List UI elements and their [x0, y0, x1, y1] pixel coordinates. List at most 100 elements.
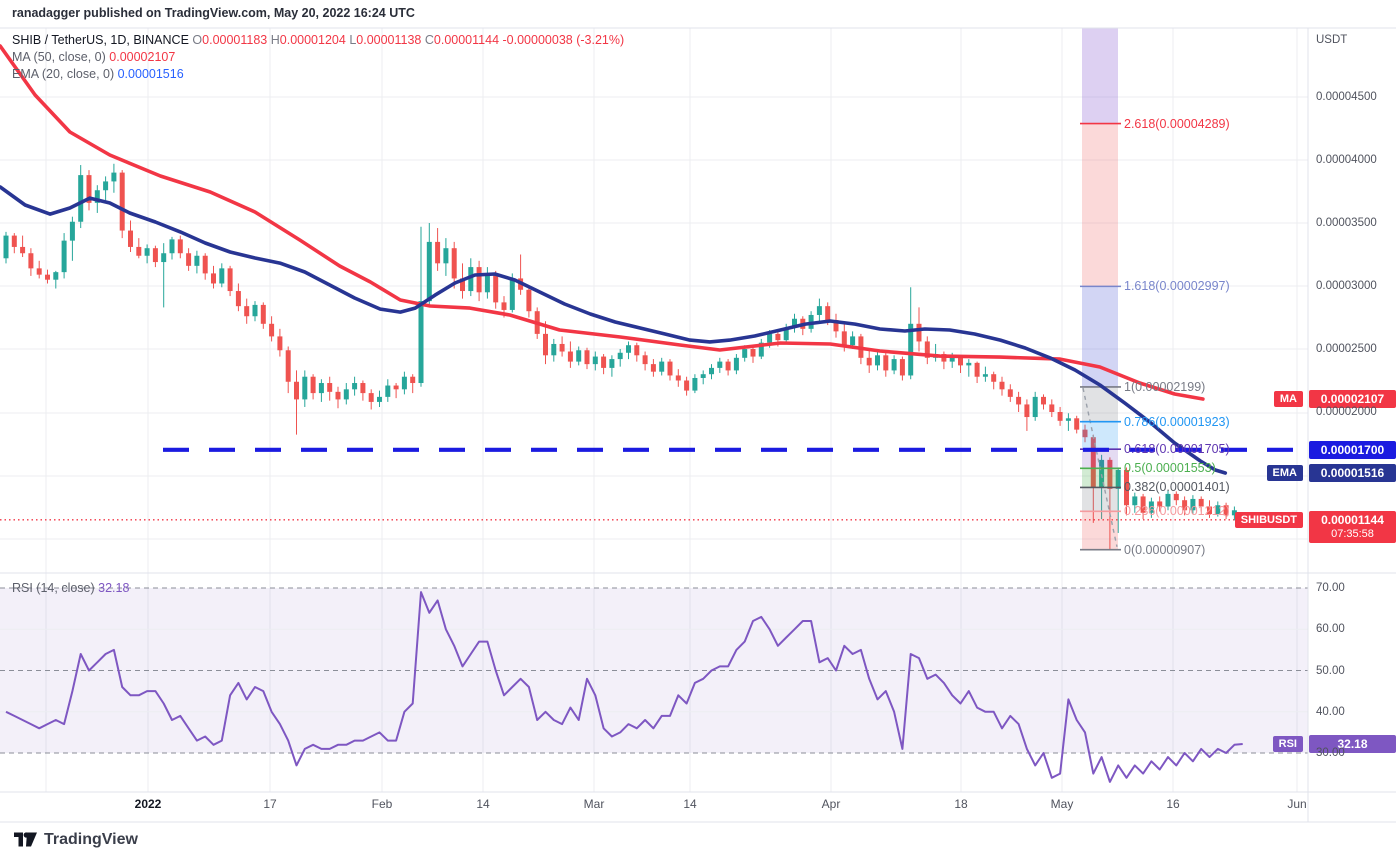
fib-level-label: 0.382(0.00001401)	[1124, 480, 1230, 495]
fib-level-label: 2.618(0.00004289)	[1124, 116, 1230, 131]
ema-pill: EMA	[1266, 464, 1303, 481]
candle-86	[717, 361, 723, 368]
candle-1	[11, 235, 17, 247]
time-axis-label: Apr	[821, 797, 841, 811]
candle-9	[78, 175, 84, 222]
open-value: 0.00001183	[202, 33, 268, 47]
candle-69	[576, 350, 582, 362]
price-axis-unit: USDT	[1316, 34, 1348, 46]
support-price-badge: 0.00001700	[1309, 440, 1396, 459]
last-price-value: 0.00001144	[1321, 512, 1384, 527]
candle-57	[476, 267, 482, 293]
high-letter: H	[270, 33, 280, 47]
candle-19	[161, 253, 167, 263]
rsi-tick-label: 50.00	[1316, 664, 1345, 677]
candle-70	[584, 350, 590, 365]
candle-13	[111, 172, 117, 182]
ema-legend-row[interactable]: EMA (20, close, 0) 0.00001516	[12, 66, 624, 83]
candle-12	[103, 181, 109, 191]
candle-23	[194, 255, 200, 266]
candle-55	[460, 278, 465, 292]
candle-14	[119, 172, 125, 231]
candle-50	[418, 301, 424, 384]
candle-136	[1132, 496, 1138, 506]
rsi-tick-label: 30.00	[1316, 747, 1345, 759]
ma-legend-row[interactable]: MA (50, close, 0) 0.00002107	[12, 49, 624, 66]
candle-104	[866, 357, 872, 366]
candle-144	[1198, 498, 1204, 507]
candle-24	[202, 255, 208, 274]
symbol-title: SHIB / TetherUS, 1D, BINANCE	[12, 33, 189, 47]
candle-120	[999, 381, 1005, 390]
symbol-row[interactable]: SHIB / TetherUS, 1D, BINANCE O0.00001183…	[12, 32, 624, 49]
candle-99	[825, 306, 831, 321]
candle-42	[352, 383, 358, 390]
price-tick-label: 0.00002500	[1316, 343, 1377, 355]
candle-3	[28, 253, 34, 269]
candle-34	[285, 350, 291, 382]
publish-header: ranadagger published on TradingView.com,…	[12, 6, 415, 20]
candle-60	[501, 302, 507, 310]
candle-130	[1082, 429, 1088, 438]
rsi-label: RSI (14, close)	[12, 581, 95, 595]
candle-117	[974, 362, 980, 377]
candle-141	[1173, 493, 1179, 501]
tradingview-logo[interactable]: TradingView	[14, 830, 138, 850]
fib-level-label: 0.618(0.00001705)	[1124, 442, 1230, 457]
candle-148	[1231, 510, 1237, 516]
candle-110	[916, 323, 922, 342]
rsi-tick-label: 60.00	[1316, 623, 1345, 636]
tradingview-logo-icon	[14, 832, 37, 847]
candle-16	[136, 246, 142, 256]
last-price-badge: 0.00001144 07:35:58	[1309, 510, 1396, 543]
candle-29	[244, 306, 250, 317]
candle-135	[1124, 469, 1129, 506]
fib-zone	[1082, 421, 1118, 450]
candle-51	[426, 241, 432, 302]
candle-31	[260, 304, 266, 324]
candle-88	[733, 357, 739, 371]
candle-127	[1057, 412, 1063, 421]
candle-65	[543, 333, 548, 356]
rsi-value-badge: 32.18	[1309, 735, 1396, 753]
fib-level-label: 0.5(0.00001553)	[1124, 461, 1216, 476]
candle-49	[410, 376, 416, 384]
fib-zone	[1082, 449, 1118, 469]
candle-107	[891, 359, 897, 371]
candle-147	[1223, 505, 1229, 516]
fib-zone	[1082, 468, 1118, 488]
ma-value: 0.00002107	[109, 50, 176, 64]
candle-83	[692, 377, 698, 391]
candle-39	[327, 383, 333, 392]
candle-33	[277, 336, 283, 351]
candle-101	[841, 331, 847, 346]
candle-118	[982, 374, 988, 377]
ma50-line	[0, 44, 1205, 401]
time-axis-label: 16	[1166, 797, 1180, 811]
rsi-legend[interactable]: RSI (14, close) 32.18	[12, 581, 129, 595]
rsi-line	[5, 591, 1243, 783]
candle-123	[1024, 404, 1030, 418]
candle-8	[69, 221, 75, 241]
candle-18	[152, 248, 158, 263]
candle-36	[302, 376, 308, 400]
chart-legend: SHIB / TetherUS, 1D, BINANCE O0.00001183…	[12, 32, 624, 83]
fib-zone	[1082, 28, 1118, 124]
candle-134	[1115, 469, 1121, 489]
candle-59	[493, 273, 499, 303]
candle-10	[86, 175, 92, 203]
candle-20	[169, 239, 175, 254]
candle-40	[335, 391, 341, 400]
candle-84	[700, 374, 706, 378]
fib-zone	[1082, 123, 1118, 287]
candle-79	[659, 361, 665, 372]
candle-87	[725, 361, 731, 371]
candle-63	[526, 289, 532, 312]
candle-76	[634, 345, 640, 356]
candle-125	[1041, 396, 1046, 405]
candle-32	[269, 323, 275, 337]
candle-91	[758, 342, 764, 357]
rsi-tick-label: 40.00	[1316, 705, 1345, 718]
